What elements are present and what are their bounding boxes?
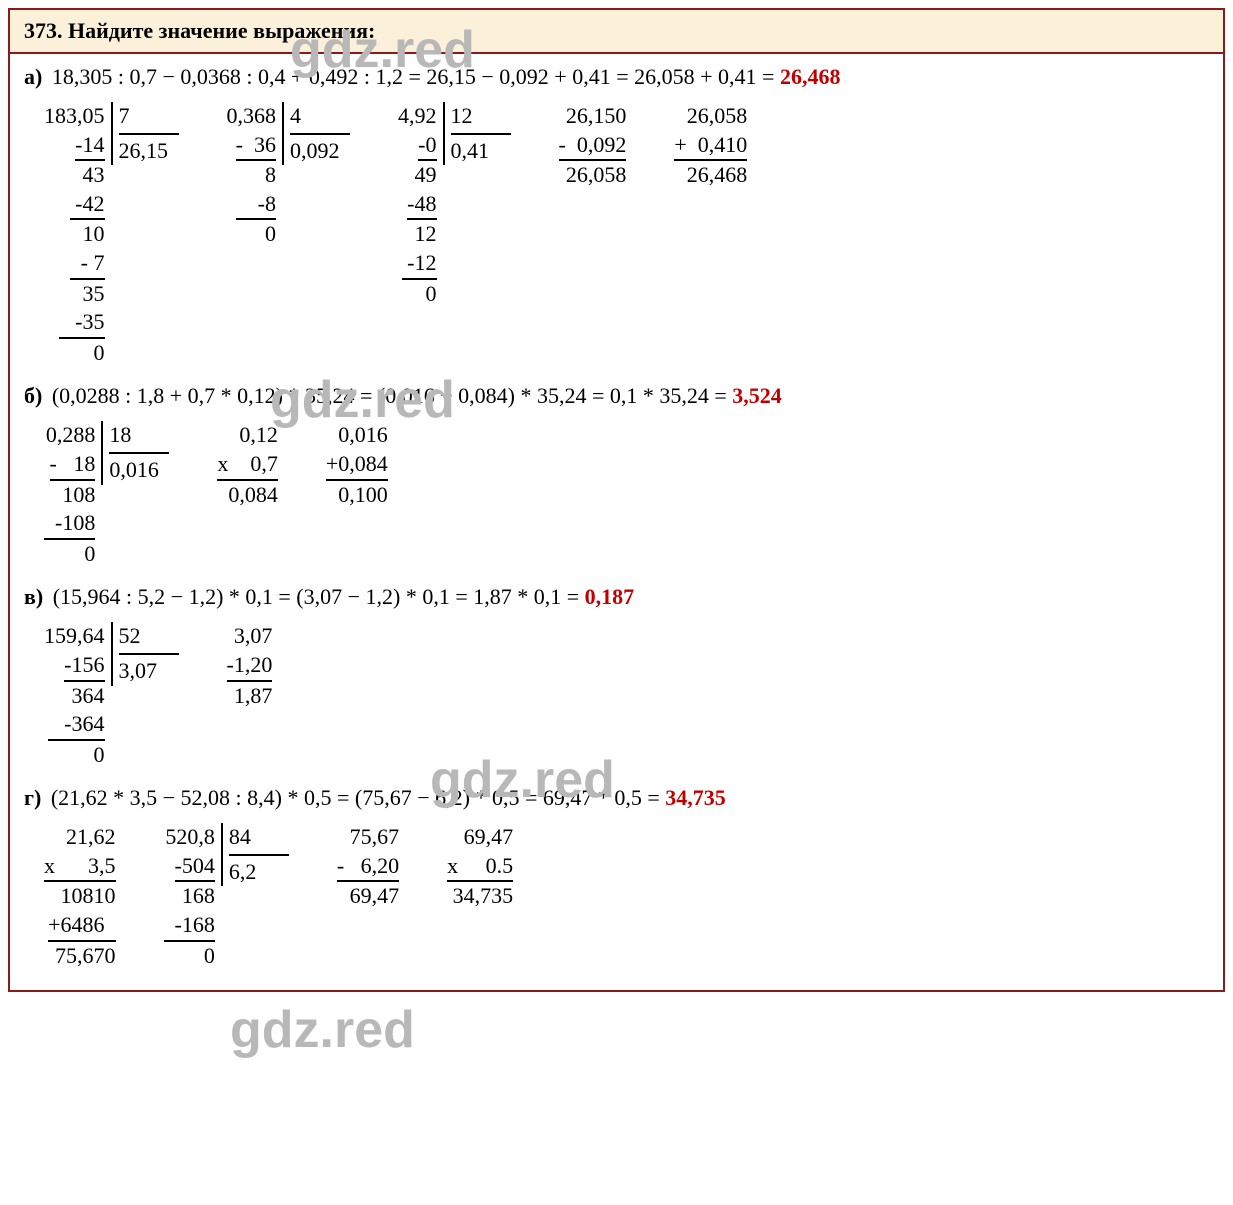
long-division: 159,64-156 364 -364 0523,07 (44, 622, 179, 769)
problem-header: 373. Найдите значение выражения: (10, 10, 1223, 54)
expression: 18,305 : 0,7 − 0,0368 : 0,4 + 0,492 : 1,… (52, 64, 780, 89)
column-multiplication: 0,12x 0,70,084 (217, 421, 278, 509)
work-row: 0,288- 18 108 -108 0180,016 0,12x 0,70,0… (44, 421, 1209, 568)
watermark: gdz.red (230, 1000, 415, 1060)
long-division: 520,8-504 168 -168 0846,2 (164, 823, 289, 970)
expression-line: г) (21,62 * 3,5 − 52,08 : 8,4) * 0,5 = (… (24, 785, 1209, 811)
problem-c: в) (15,964 : 5,2 − 1,2) * 0,1 = (3,07 − … (24, 584, 1209, 769)
column-subtraction: 26,150- 0,09226,058 (559, 102, 627, 190)
expression-line: в) (15,964 : 5,2 − 1,2) * 0,1 = (3,07 − … (24, 584, 1209, 610)
answer: 0,187 (585, 584, 635, 609)
column-addition: 26,058+ 0,41026,468 (674, 102, 747, 190)
problem-title: Найдите значение выражения: (68, 18, 375, 43)
expression: (0,0288 : 1,8 + 0,7 * 0,12) * 35,24 = (0… (52, 383, 732, 408)
expression-line: б) (0,0288 : 1,8 + 0,7 * 0,12) * 35,24 =… (24, 383, 1209, 409)
long-division: 0,288- 18 108 -108 0180,016 (44, 421, 169, 568)
long-division: 0,368- 36 8 -8 040,092 (227, 102, 351, 249)
expression: (21,62 * 3,5 − 52,08 : 8,4) * 0,5 = (75,… (51, 785, 665, 810)
expression-line: а) 18,305 : 0,7 − 0,0368 : 0,4 + 0,492 :… (24, 64, 1209, 90)
work-row: 21,62x 3,510810+6486 75,670 520,8-504 16… (44, 823, 1209, 970)
column-multiplication: 21,62x 3,510810+6486 75,670 (44, 823, 116, 970)
part-label: а) (24, 64, 42, 89)
long-division: 183,05-14 43 -42 10 - 7 35 -35 0726,15 (44, 102, 179, 367)
long-division: 4,92-0 49-48 12 -12 0120,41 (398, 102, 511, 308)
problem-d: г) (21,62 * 3,5 − 52,08 : 8,4) * 0,5 = (… (24, 785, 1209, 970)
column-multiplication: 69,47x 0.534,735 (447, 823, 513, 911)
answer: 26,468 (780, 64, 841, 89)
problem-number: 373. (24, 18, 63, 43)
part-label: г) (24, 785, 41, 810)
problem-b: б) (0,0288 : 1,8 + 0,7 * 0,12) * 35,24 =… (24, 383, 1209, 568)
expression: (15,964 : 5,2 − 1,2) * 0,1 = (3,07 − 1,2… (53, 584, 585, 609)
solution-box: 373. Найдите значение выражения: а) 18,3… (8, 8, 1225, 992)
work-row: 183,05-14 43 -42 10 - 7 35 -35 0726,15 0… (44, 102, 1209, 367)
part-label: в) (24, 584, 43, 609)
solution-body: а) 18,305 : 0,7 − 0,0368 : 0,4 + 0,492 :… (10, 54, 1223, 990)
answer: 3,524 (732, 383, 782, 408)
column-subtraction: 75,67- 6,2069,47 (337, 823, 399, 911)
problem-a: а) 18,305 : 0,7 − 0,0368 : 0,4 + 0,492 :… (24, 64, 1209, 367)
part-label: б) (24, 383, 42, 408)
answer: 34,735 (665, 785, 726, 810)
column-subtraction: 3,07-1,201,87 (227, 622, 273, 710)
column-addition: 0,016+0,0840,100 (326, 421, 388, 509)
work-row: 159,64-156 364 -364 0523,07 3,07-1,201,8… (44, 622, 1209, 769)
